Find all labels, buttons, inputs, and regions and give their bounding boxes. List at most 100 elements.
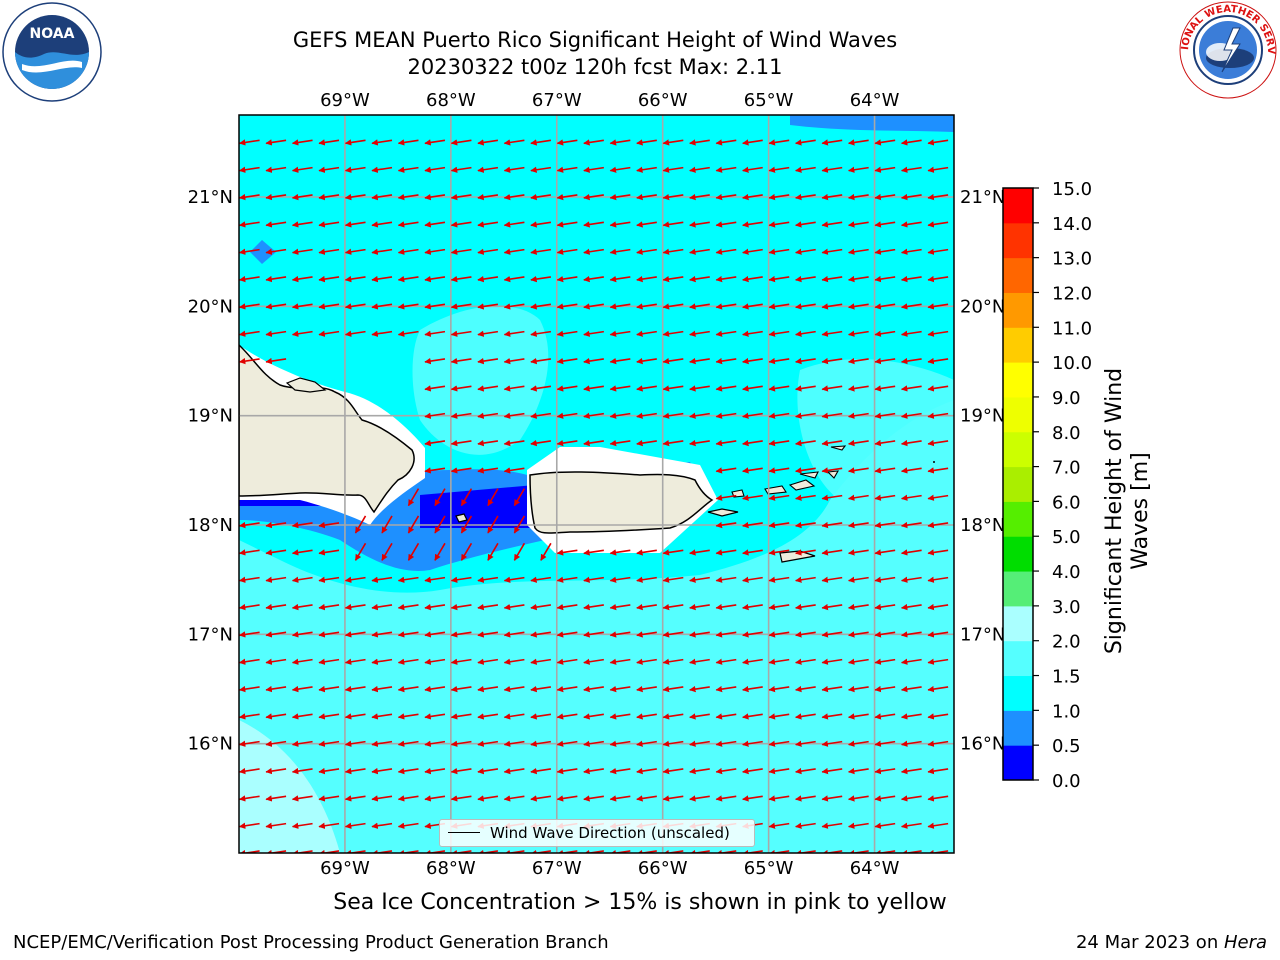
wave-direction-arrow	[583, 740, 604, 747]
map-legend: Wind Wave Direction (unscaled)	[439, 819, 755, 847]
wave-direction-arrow	[450, 166, 472, 173]
wave-direction-arrow	[848, 713, 869, 720]
colorbar-segment	[1003, 466, 1033, 502]
wave-direction-arrow	[636, 576, 657, 583]
wave-direction-arrow	[715, 439, 737, 447]
wave-direction-arrow	[848, 330, 869, 337]
land-small-isle-1	[830, 445, 847, 451]
wave-direction-arrow	[715, 221, 737, 228]
wave-direction-arrow	[848, 139, 869, 146]
lat-label-left: 20°N	[188, 296, 233, 317]
wave-direction-arrow	[371, 248, 393, 255]
wave-direction-arrow	[742, 603, 763, 611]
wave-direction-arrow	[344, 740, 366, 747]
wave-direction-arrow	[609, 412, 631, 419]
lat-label-right: 20°N	[960, 296, 1005, 317]
wave-direction-arrow	[900, 193, 922, 201]
wave-direction-arrow	[874, 139, 896, 146]
wave-direction-arrow	[344, 303, 366, 310]
axis-tick-labels: 69°W 69°W 68°W 68°W 67°W 67°W 66°W 66°W 65°W 65°W…	[188, 90, 1006, 879]
wave-direction-arrow	[477, 193, 499, 201]
wave-direction-arrow	[239, 521, 260, 529]
wave-direction-arrow	[291, 658, 313, 665]
lat-label-left: 19°N	[188, 406, 233, 427]
wave-direction-arrow	[795, 412, 816, 419]
land-st-thomas	[764, 485, 787, 495]
wave-direction-arrow	[371, 193, 393, 201]
wave-direction-arrow	[715, 740, 737, 747]
wave-direction-arrow	[874, 795, 896, 802]
colorbar-segment	[1003, 571, 1033, 607]
wave-direction-arrow	[662, 795, 684, 802]
wave-direction-arrow	[689, 658, 710, 665]
wave-direction-arrow	[662, 385, 684, 392]
wave-direction-arrow	[900, 713, 922, 720]
wave-direction-arrow	[477, 631, 499, 638]
wind-wave-direction-arrows	[239, 139, 949, 853]
wave-direction-arrow	[636, 275, 657, 283]
wave-direction-arrow	[662, 685, 684, 693]
wave-direction-arrow	[715, 357, 737, 365]
wave-direction-arrow	[424, 685, 446, 693]
lon-label-top: 67°W	[532, 90, 582, 111]
wave-direction-arrow	[318, 685, 340, 693]
wave-direction-arrow	[397, 795, 419, 802]
wave-direction-arrow	[503, 248, 525, 255]
wave-direction-arrow	[450, 439, 472, 447]
wave-direction-arrow	[927, 193, 949, 201]
wave-direction-arrow	[768, 740, 790, 747]
wave-direction-arrow	[424, 439, 446, 447]
wave-direction-arrow	[662, 412, 684, 419]
nws-logo-icon: NATIONAL WEATHER SERVICE	[1178, 0, 1277, 99]
wave-direction-arrow	[460, 488, 473, 507]
wave-direction-arrow	[609, 740, 631, 747]
wave-direction-arrow	[556, 166, 578, 173]
wave-direction-arrow	[609, 713, 631, 720]
wave-direction-arrow	[477, 357, 499, 365]
wave-direction-arrow	[662, 767, 684, 775]
wave-direction-arrow	[927, 412, 949, 419]
wave-direction-arrow	[530, 385, 552, 392]
wave-direction-arrow	[503, 631, 525, 638]
wave-direction-arrow	[344, 685, 366, 693]
wave-direction-arrow	[371, 275, 393, 283]
wave-direction-arrow	[900, 357, 922, 365]
wave-direction-arrow	[450, 467, 472, 474]
wave-direction-arrow	[530, 767, 552, 775]
wave-direction-arrow	[503, 275, 525, 283]
wave-direction-arrow	[768, 576, 790, 583]
wave-direction-arrow	[556, 603, 578, 611]
wave-direction-arrow	[291, 248, 313, 255]
wave-direction-arrow	[821, 166, 843, 173]
wave-direction-arrow	[424, 330, 446, 337]
wave-direction-arrow	[530, 221, 552, 228]
wave-direction-arrow	[874, 494, 896, 501]
wave-direction-arrow	[424, 275, 446, 283]
wave-direction-arrow	[900, 166, 922, 173]
wave-direction-arrow	[477, 713, 499, 720]
wave-direction-arrow	[927, 275, 949, 283]
wave-direction-arrow	[874, 357, 896, 365]
wave-direction-arrow	[715, 193, 737, 201]
wave-direction-arrow	[513, 515, 526, 534]
wave-direction-arrow	[848, 521, 869, 529]
wave-direction-arrow	[927, 357, 949, 365]
wave-direction-arrow	[927, 740, 949, 747]
wave-direction-arrow	[318, 713, 340, 720]
lon-label-bottom: 66°W	[638, 858, 688, 879]
land-mona-island	[455, 513, 468, 523]
wave-direction-arrow	[477, 685, 499, 693]
lat-label-left: 21°N	[188, 187, 233, 208]
wave-direction-arrow	[318, 166, 340, 173]
wave-direction-arrow	[371, 631, 393, 638]
wave-direction-arrow	[636, 713, 657, 720]
wave-direction-arrow	[530, 166, 552, 173]
wave-direction-arrow	[530, 713, 552, 720]
wave-direction-arrow	[344, 275, 366, 283]
lon-label-bottom: 64°W	[850, 858, 900, 879]
wave-direction-arrow	[768, 685, 790, 693]
wave-direction-arrow	[371, 330, 393, 337]
wave-direction-arrow	[265, 685, 287, 693]
wave-direction-arrow	[715, 139, 737, 146]
wave-direction-arrow	[609, 357, 631, 365]
